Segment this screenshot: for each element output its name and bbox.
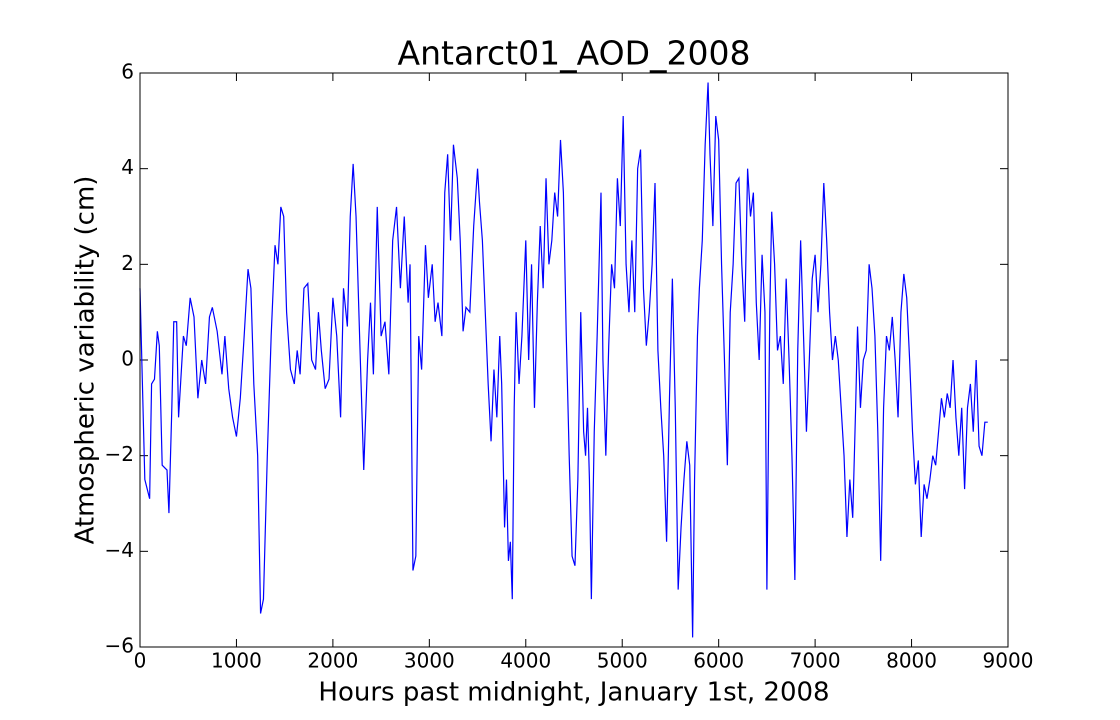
x-tick-label: 3000 [404,649,455,673]
x-tick-label: 9000 [983,649,1034,673]
y-tick-label: 4 [121,155,134,179]
x-tick-label: 5000 [597,649,648,673]
x-tick-label: 2000 [307,649,358,673]
x-axis-label: Hours past midnight, January 1st, 2008 [318,678,829,708]
x-tick-label: 6000 [693,649,744,673]
y-axis-label: Atmospheric variability (cm) [71,176,101,545]
y-tick-label: 6 [121,60,134,84]
x-tick-label: 7000 [790,649,841,673]
plot-frame [139,72,1009,648]
y-tick-label: −2 [105,442,134,466]
y-tick-label: 0 [121,347,134,371]
x-tick-label: 1000 [211,649,262,673]
y-tick-label: −6 [105,634,134,658]
y-tick-label: −4 [105,538,134,562]
x-tick-label: 8000 [886,649,937,673]
y-tick-label: 2 [121,251,134,275]
data-line [139,82,988,638]
chart-title: Antarct01_AOD_2008 [398,34,751,73]
x-tick-label: 0 [134,649,147,673]
x-tick-label: 4000 [500,649,551,673]
